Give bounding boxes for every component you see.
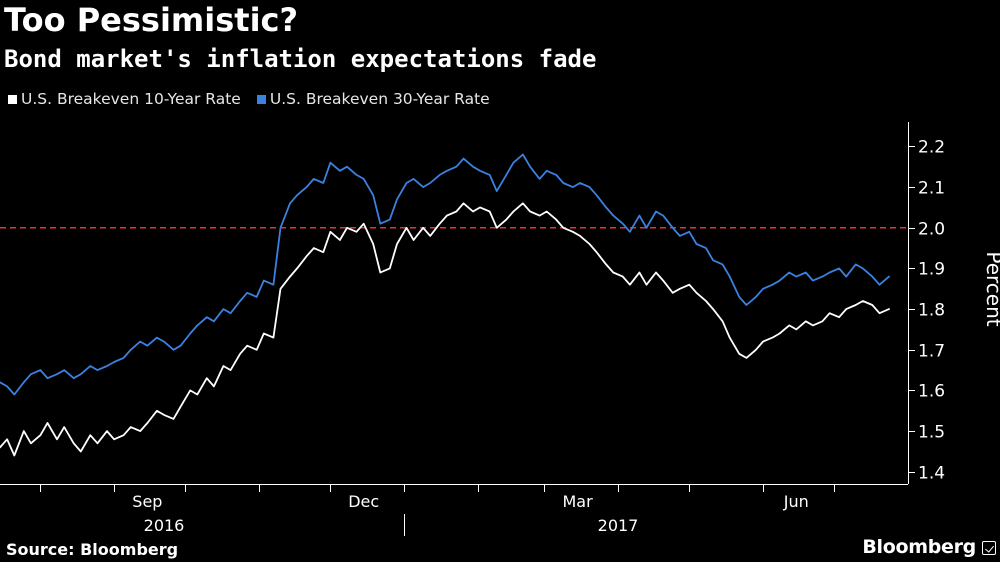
brand-logo: Bloomberg bbox=[862, 536, 976, 558]
legend-swatch-10y bbox=[8, 94, 17, 104]
chart-subtitle: Bond market's inflation expectations fad… bbox=[4, 45, 597, 73]
x-tick-label: Dec bbox=[348, 492, 379, 511]
y-tick-label: 2.2 bbox=[918, 138, 945, 158]
y-tick-label: 2.1 bbox=[918, 179, 945, 199]
chart-title: Too Pessimistic? bbox=[4, 1, 299, 39]
y-axis-label: Percent bbox=[982, 251, 1000, 326]
y-tick-label: 1.8 bbox=[918, 301, 945, 321]
y-tick-label: 1.4 bbox=[918, 464, 945, 484]
series-line-10y bbox=[0, 202, 890, 457]
legend: U.S. Breakeven 10-Year Rate U.S. Breakev… bbox=[8, 90, 490, 108]
legend-swatch-30y bbox=[256, 94, 266, 104]
y-tick-label: 1.5 bbox=[918, 423, 945, 443]
x-tick-label: Mar bbox=[563, 492, 594, 511]
legend-item-10y: U.S. Breakeven 10-Year Rate bbox=[8, 90, 241, 108]
y-tick-label: 1.7 bbox=[918, 342, 945, 362]
year-label: 2016 bbox=[144, 516, 185, 535]
y-tick-label: 1.6 bbox=[918, 382, 945, 402]
x-tick-label: Sep bbox=[132, 492, 162, 511]
legend-item-30y: U.S. Breakeven 30-Year Rate bbox=[256, 90, 490, 108]
source-note: Source: Bloomberg bbox=[6, 540, 179, 559]
year-label: 2017 bbox=[598, 516, 639, 535]
legend-label-10y: U.S. Breakeven 10-Year Rate bbox=[21, 90, 241, 108]
y-tick-label: 2.0 bbox=[918, 220, 945, 240]
x-tick-label: Jun bbox=[783, 492, 809, 511]
legend-label-30y: U.S. Breakeven 30-Year Rate bbox=[269, 90, 490, 108]
brand-check-icon bbox=[982, 541, 996, 555]
y-tick-label: 1.9 bbox=[918, 260, 945, 280]
series-line-30y bbox=[0, 153, 890, 396]
